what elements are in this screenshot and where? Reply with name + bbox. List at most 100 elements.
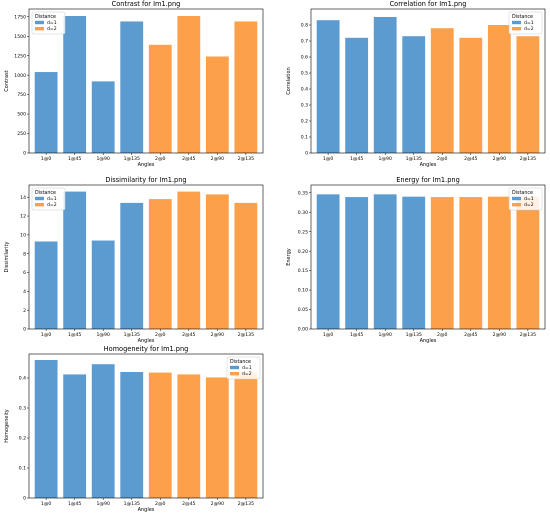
bar-1@0	[316, 20, 340, 154]
y-tick-label: 0.1	[301, 135, 308, 141]
y-tick-label: 0.1	[19, 466, 26, 472]
x-axis-label: Angles	[420, 162, 437, 168]
bar-2@135	[234, 21, 258, 153]
bar-1@45	[63, 374, 87, 498]
chart-panel-correlation: Correlation for Im1.png 0 0.1 0.2 0.3 0.4 0.5 0…	[286, 0, 546, 168]
bar-2@90	[205, 194, 229, 329]
x-tick-label: 2@90	[493, 332, 506, 338]
y-tick-label: 0.3	[301, 103, 308, 109]
bar-1@45	[63, 191, 87, 329]
x-tick-label: 2@135	[520, 332, 536, 338]
x-tick-label: 2@45	[182, 156, 195, 162]
bar-2@0	[430, 197, 454, 329]
y-tick-label: 1500	[14, 34, 26, 40]
y-tick-label: 750	[17, 92, 26, 98]
x-tick-label: 1@90	[97, 332, 110, 338]
x-tick-label: 2@45	[464, 156, 477, 162]
legend-label: d=2	[47, 202, 57, 208]
x-axis-label: Angles	[138, 162, 155, 168]
x-tick-label: 1@0	[323, 332, 334, 338]
chart-panel-dissimilarity: Dissimilarity for Im1.png 0 2 4 6 8 10 12 14 1@0 1…	[4, 176, 264, 344]
y-tick-label: 4	[23, 289, 26, 295]
chart-title: Correlation for Im1.png	[390, 0, 467, 8]
y-axis-label: Correlation	[286, 67, 292, 95]
plot-frame	[310, 184, 546, 330]
legend-label: d=1	[524, 20, 534, 26]
plot-frame	[28, 184, 264, 330]
y-axis-label: Energy	[286, 248, 292, 266]
bar-2@90	[487, 196, 511, 329]
x-tick-label: 1@45	[350, 332, 363, 338]
chart-title: Contrast for Im1.png	[112, 0, 181, 8]
y-tick-label: 10	[20, 232, 26, 238]
x-tick-label: 2@0	[155, 156, 166, 162]
bar-2@0	[148, 372, 172, 498]
y-tick-label: 12	[20, 214, 26, 220]
x-tick-label: 2@45	[182, 332, 195, 338]
x-tick-label: 1@0	[323, 156, 334, 162]
bar-1@90	[373, 194, 397, 329]
y-tick-label: 0.05	[298, 307, 308, 313]
y-tick-label: 0.8	[301, 23, 308, 29]
y-tick-label: 0.4	[19, 376, 26, 382]
y-tick-label: 0	[23, 327, 26, 333]
x-tick-label: 1@45	[68, 156, 81, 162]
x-tick-label: 2@0	[155, 332, 166, 338]
legend-swatch-d=2	[512, 203, 521, 207]
chart-panel-contrast: Contrast for Im1.png 0 250 500 750 1000 1250 15…	[4, 0, 264, 168]
legend-swatch-d=1	[512, 20, 521, 25]
bar-2@90	[205, 56, 229, 153]
y-tick-label: 0.30	[298, 210, 308, 216]
x-tick-label: 2@135	[238, 332, 254, 338]
y-tick-label: 0	[305, 151, 308, 157]
bar-1@135	[120, 372, 144, 498]
legend-swatch-d=1	[35, 196, 44, 201]
bar-1@0	[34, 72, 58, 153]
x-tick-label: 2@135	[520, 156, 536, 162]
x-tick-label: 2@90	[493, 156, 506, 162]
x-tick-label: 1@0	[41, 332, 52, 338]
y-tick-label: 0.25	[298, 229, 308, 235]
legend-label: d=2	[242, 371, 252, 377]
x-tick-label: 2@90	[211, 156, 224, 162]
x-tick-label: 1@90	[97, 501, 110, 507]
bar-2@135	[234, 202, 258, 329]
legend-title: Distance	[512, 190, 533, 196]
y-tick-label: 1750	[14, 14, 26, 20]
y-tick-label: 8	[23, 251, 26, 257]
x-tick-label: 2@45	[464, 332, 477, 338]
y-tick-label: 0.00	[298, 327, 308, 333]
x-tick-label: 2@135	[238, 501, 254, 507]
bar-1@45	[345, 37, 369, 153]
legend-swatch-d=2	[230, 372, 239, 376]
plot-frame	[28, 8, 264, 154]
legend-swatch-d=1	[512, 196, 521, 201]
legend-label: d=2	[524, 26, 534, 32]
plot-frame	[28, 353, 264, 499]
y-tick-label: 0	[23, 151, 26, 157]
bar-2@135	[516, 36, 540, 154]
legend-label: d=2	[524, 202, 534, 208]
bar-2@0	[148, 199, 172, 329]
y-tick-label: 250	[17, 131, 26, 137]
legend-title: Distance	[35, 14, 56, 20]
bar-2@135	[234, 372, 258, 498]
chart-panel-energy: Energy for Im1.png 0.00 0.05 0.10 0.15 0.20 0.…	[286, 176, 546, 344]
chart-title: Dissimilarity for Im1.png	[105, 176, 186, 184]
x-tick-label: 1@90	[379, 332, 392, 338]
y-tick-label: 0.3	[19, 406, 26, 412]
chart-title: Homogeneity for Im1.png	[104, 345, 189, 353]
x-tick-label: 1@0	[41, 156, 52, 162]
legend-swatch-d=1	[230, 365, 239, 370]
legend-title: Distance	[35, 190, 56, 196]
bar-2@45	[459, 197, 483, 329]
bar-1@135	[120, 202, 144, 329]
x-tick-label: 2@90	[211, 501, 224, 507]
x-tick-label: 1@135	[406, 156, 422, 162]
y-tick-label: 0.6	[301, 55, 308, 61]
bar-1@90	[373, 17, 397, 153]
